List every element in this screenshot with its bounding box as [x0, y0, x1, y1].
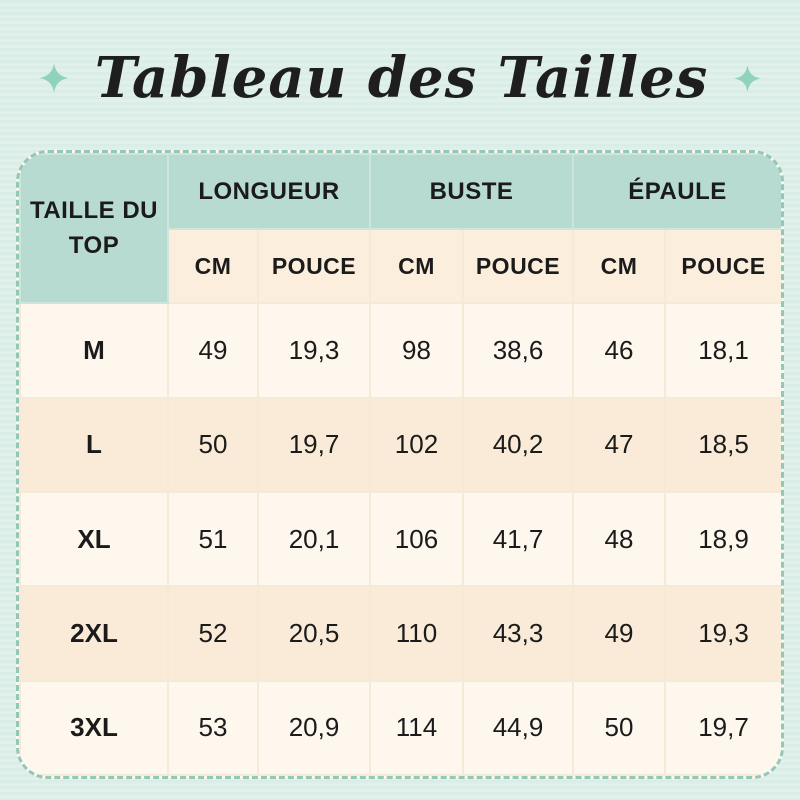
group-header-epaule: ÉPAULE [571, 153, 781, 231]
value-cell: 110 [369, 585, 464, 682]
value-cell: 114 [369, 679, 464, 776]
unit-header-pouce: POUCE [462, 228, 574, 305]
value-cell: 18,9 [663, 491, 781, 588]
value-cell: 98 [369, 302, 464, 399]
value-cell: 20,5 [257, 585, 371, 682]
value-cell: 20,9 [257, 679, 371, 776]
value-cell: 19,3 [257, 302, 371, 399]
unit-header-cm: CM [167, 228, 259, 305]
value-cell: 43,3 [462, 585, 574, 682]
value-cell: 40,2 [462, 396, 574, 494]
value-cell: 49 [167, 302, 259, 399]
value-cell: 44,9 [462, 679, 574, 776]
title-row: Tableau des Tailles [0, 42, 800, 114]
value-cell: 46 [572, 302, 666, 399]
unit-header-pouce: POUCE [257, 228, 371, 305]
value-cell: 48 [572, 491, 666, 588]
value-cell: 51 [167, 491, 259, 588]
value-cell: 102 [369, 396, 464, 494]
table-row-2xl: 2XL 52 20,5 110 43,3 49 19,3 [19, 585, 781, 682]
size-label: XL [19, 491, 169, 588]
value-cell: 106 [369, 491, 464, 588]
page-title: Tableau des Tailles [94, 45, 709, 111]
table-row-m: M 49 19,3 98 38,6 46 18,1 [19, 302, 781, 399]
corner-header-taille-du-top: TAILLE DU TOP [19, 153, 169, 305]
size-label: 2XL [19, 585, 169, 682]
value-cell: 19,7 [663, 679, 781, 776]
value-cell: 53 [167, 679, 259, 776]
value-cell: 18,1 [663, 302, 781, 399]
value-cell: 19,7 [257, 396, 371, 494]
size-label: L [19, 396, 169, 494]
sparkle-icon [734, 64, 762, 92]
group-header-row: TAILLE DU TOP LONGUEUR BUSTE ÉPAULE [19, 153, 781, 305]
group-header-longueur: LONGUEUR [167, 153, 371, 231]
value-cell: 19,3 [663, 585, 781, 682]
sparkle-icon [38, 63, 69, 93]
table-row-xl: XL 51 20,1 106 41,7 48 18,9 [19, 491, 781, 588]
size-label: M [19, 302, 169, 399]
value-cell: 47 [572, 396, 666, 494]
table-row-l: L 50 19,7 102 40,2 47 18,5 [19, 396, 781, 494]
value-cell: 50 [572, 679, 666, 776]
value-cell: 50 [167, 396, 259, 494]
unit-header-cm: CM [369, 228, 464, 305]
unit-header-pouce: POUCE [663, 228, 781, 305]
group-header-buste: BUSTE [369, 153, 574, 231]
value-cell: 38,6 [462, 302, 574, 399]
value-cell: 20,1 [257, 491, 371, 588]
value-cell: 41,7 [462, 491, 574, 588]
value-cell: 18,5 [663, 396, 781, 494]
table-row-3xl: 3XL 53 20,9 114 44,9 50 19,7 [19, 679, 781, 776]
size-table: TAILLE DU TOP LONGUEUR BUSTE ÉPAULE CM P… [19, 153, 781, 776]
unit-header-row: CM POUCE CM POUCE CM POUCE [20, 228, 781, 305]
unit-header-cm: CM [572, 228, 666, 305]
value-cell: 52 [167, 585, 259, 682]
size-label: 3XL [19, 679, 169, 776]
size-table-container: TAILLE DU TOP LONGUEUR BUSTE ÉPAULE CM P… [16, 150, 784, 779]
value-cell: 49 [572, 585, 666, 682]
